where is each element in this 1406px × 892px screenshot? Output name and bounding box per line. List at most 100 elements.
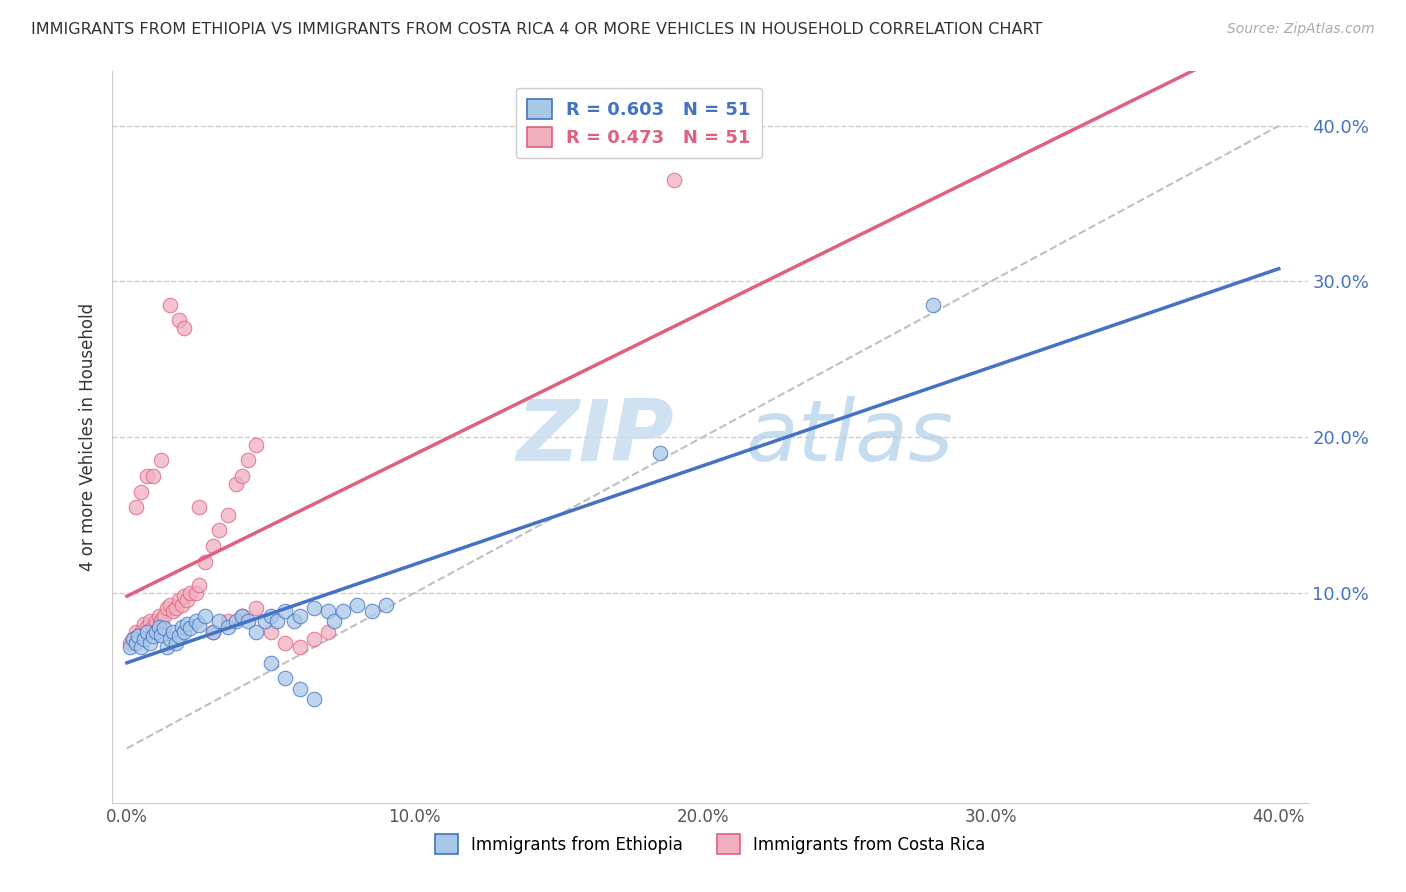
Point [202, 624, 225, 639]
Point [231, 609, 253, 624]
Point [153, 622, 176, 636]
Point [170, 598, 193, 612]
Point [124, 500, 146, 515]
Point [134, 616, 156, 631]
Point [225, 614, 247, 628]
Point [302, 601, 325, 615]
Text: IMMIGRANTS FROM ETHIOPIA VS IMMIGRANTS FROM COSTA RICA 4 OR MORE VEHICLES IN HOU: IMMIGRANTS FROM ETHIOPIA VS IMMIGRANTS F… [31, 22, 1042, 37]
Point [127, 629, 149, 643]
Point [159, 598, 181, 612]
Point [129, 624, 152, 639]
Point [150, 614, 173, 628]
Point [153, 609, 176, 624]
Point [176, 616, 198, 631]
Point [142, 469, 165, 483]
Point [124, 624, 146, 639]
Point [139, 635, 162, 649]
Point [245, 438, 267, 452]
Point [217, 620, 239, 634]
Point [162, 604, 184, 618]
Point [150, 453, 173, 467]
Point [165, 635, 187, 649]
Point [159, 632, 181, 647]
Point [202, 539, 225, 553]
Y-axis label: 4 or more Vehicles in Household: 4 or more Vehicles in Household [79, 303, 97, 571]
Point [225, 476, 247, 491]
Point [266, 614, 288, 628]
Text: ZIP: ZIP [516, 395, 675, 479]
Point [139, 614, 162, 628]
Point [170, 620, 193, 634]
Point [124, 635, 146, 649]
Point [302, 632, 325, 647]
Point [245, 624, 267, 639]
Text: atlas: atlas [747, 395, 953, 479]
Point [184, 585, 207, 599]
Point [121, 632, 143, 647]
Point [162, 624, 184, 639]
Point [217, 614, 239, 628]
Point [148, 609, 170, 624]
Point [187, 618, 209, 632]
Point [145, 614, 167, 628]
Point [346, 598, 368, 612]
Point [648, 445, 671, 459]
Point [134, 632, 156, 647]
Point [332, 604, 354, 618]
Point [194, 555, 217, 569]
Point [288, 609, 311, 624]
Point [173, 321, 195, 335]
Point [145, 624, 167, 639]
Point [302, 691, 325, 706]
Point [245, 601, 267, 615]
Point [274, 635, 297, 649]
Point [187, 578, 209, 592]
Point [260, 624, 283, 639]
Point [148, 620, 170, 634]
Point [129, 484, 152, 499]
Point [360, 604, 382, 618]
Point [260, 609, 283, 624]
Point [167, 313, 190, 327]
Point [150, 628, 173, 642]
Point [922, 298, 945, 312]
Point [194, 609, 217, 624]
Point [129, 640, 152, 655]
Point [236, 614, 259, 628]
Point [167, 629, 190, 643]
Text: Source: ZipAtlas.com: Source: ZipAtlas.com [1227, 22, 1375, 37]
Point [274, 604, 297, 618]
Point [156, 601, 179, 615]
Point [127, 629, 149, 643]
Point [662, 173, 685, 187]
Point [231, 469, 253, 483]
Point [118, 635, 141, 649]
Point [173, 589, 195, 603]
Point [136, 624, 159, 639]
Point [217, 508, 239, 522]
Point [254, 614, 277, 628]
Point [142, 620, 165, 634]
Point [318, 624, 340, 639]
Point [165, 601, 187, 615]
Point [231, 609, 253, 624]
Point [283, 614, 305, 628]
Point [375, 598, 398, 612]
Point [136, 620, 159, 634]
Point [323, 614, 346, 628]
Point [121, 632, 143, 647]
Point [167, 593, 190, 607]
Point [118, 640, 141, 655]
Point [208, 524, 231, 538]
Point [260, 656, 283, 670]
Point [318, 604, 340, 618]
Point [288, 682, 311, 697]
Legend: Immigrants from Ethiopia, Immigrants from Costa Rica: Immigrants from Ethiopia, Immigrants fro… [427, 828, 993, 860]
Point [202, 624, 225, 639]
Point [179, 585, 201, 599]
Point [173, 624, 195, 639]
Point [176, 593, 198, 607]
Point [156, 640, 179, 655]
Point [236, 453, 259, 467]
Point [142, 629, 165, 643]
